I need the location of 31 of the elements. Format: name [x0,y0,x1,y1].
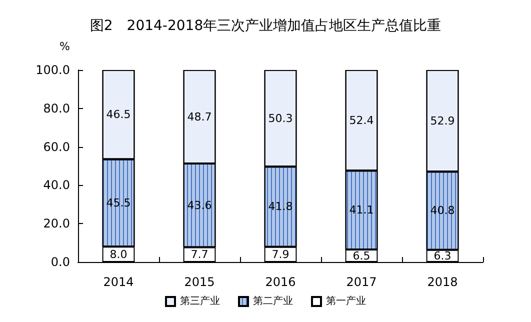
x-tick-label: 2017 [346,275,377,289]
data-label: 52.4 [349,114,374,127]
data-label: 41.1 [349,204,374,217]
y-tick-label: 0.0 [50,255,70,269]
x-tick-label: 2015 [184,275,215,289]
x-tick-label: 2016 [265,275,296,289]
legend-label: 第二产业 [253,295,293,307]
y-tick-label: 100.0 [36,63,70,77]
y-axis-title: % [60,40,70,53]
y-tick-label: 60.0 [43,140,70,154]
data-label: 41.8 [268,200,293,214]
chart-title: 图2 2014-2018年三次产业增加值占地区生产总值比重 [90,18,442,34]
legend-label: 第三产业 [180,295,220,307]
data-label: 52.9 [430,114,455,128]
data-label: 8.0 [110,248,128,261]
data-label: 46.5 [106,108,131,122]
data-label: 6.5 [352,249,370,262]
x-tick-label: 2018 [427,275,458,289]
x-tick-label: 2014 [103,275,134,289]
data-label: 7.9 [272,248,290,261]
data-label: 6.3 [434,249,452,262]
y-tick-label: 80.0 [43,101,70,116]
data-label: 50.3 [268,112,293,125]
legend-label: 第一产业 [326,295,366,307]
data-label: 43.6 [187,198,212,212]
data-label: 48.7 [187,110,212,124]
data-label: 40.8 [430,204,455,218]
data-label: 45.5 [106,196,131,210]
y-tick-label: 20.0 [43,216,70,231]
y-tick-label: 40.0 [43,178,70,192]
data-label: 7.7 [190,248,208,262]
